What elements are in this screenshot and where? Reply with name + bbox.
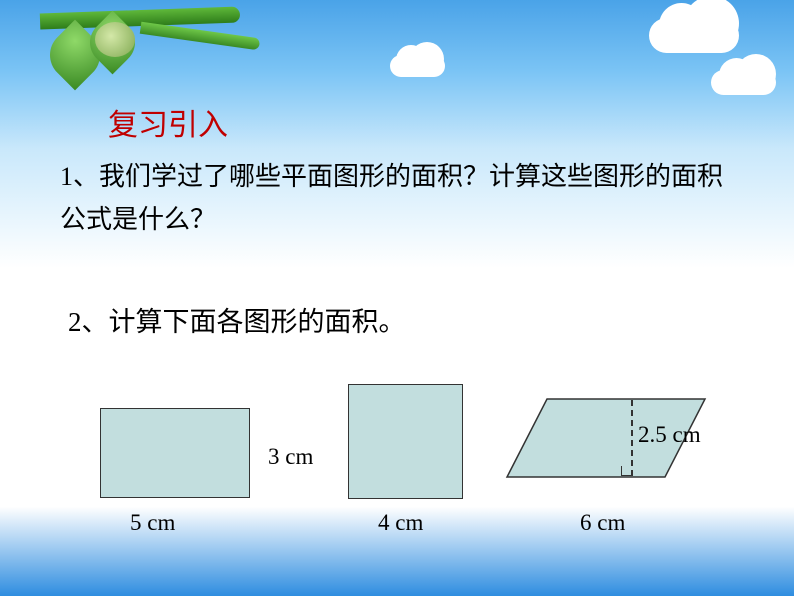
cloud-decoration <box>711 70 776 95</box>
parallelogram-height-label: 2.5 cm <box>638 422 701 448</box>
question-2-number: 2 <box>68 307 82 337</box>
square-shape <box>348 384 463 499</box>
shapes-container: 3 cm 5 cm 4 cm 2.5 cm 6 cm <box>90 390 740 550</box>
rectangle-height-label: 3 cm <box>268 444 313 470</box>
cloud-decoration <box>390 55 445 77</box>
rectangle-shape <box>100 408 250 498</box>
question-1: 1、我们学过了哪些平面图形的面积？计算这些图形的面积公式是什么？ <box>60 156 740 242</box>
question-2: 2、计算下面各图形的面积。 <box>68 300 406 339</box>
cloud-decoration <box>649 18 739 53</box>
page-title: 复习引入 <box>108 100 228 144</box>
rectangle-width-label: 5 cm <box>130 510 175 536</box>
parallelogram-base-label: 6 cm <box>580 510 625 536</box>
vine-decoration <box>40 0 260 70</box>
square-side-label: 4 cm <box>378 510 423 536</box>
right-angle-marker <box>621 466 631 476</box>
parallelogram-height-line <box>631 400 633 476</box>
question-2-text: 、计算下面各图形的面积。 <box>82 307 406 337</box>
